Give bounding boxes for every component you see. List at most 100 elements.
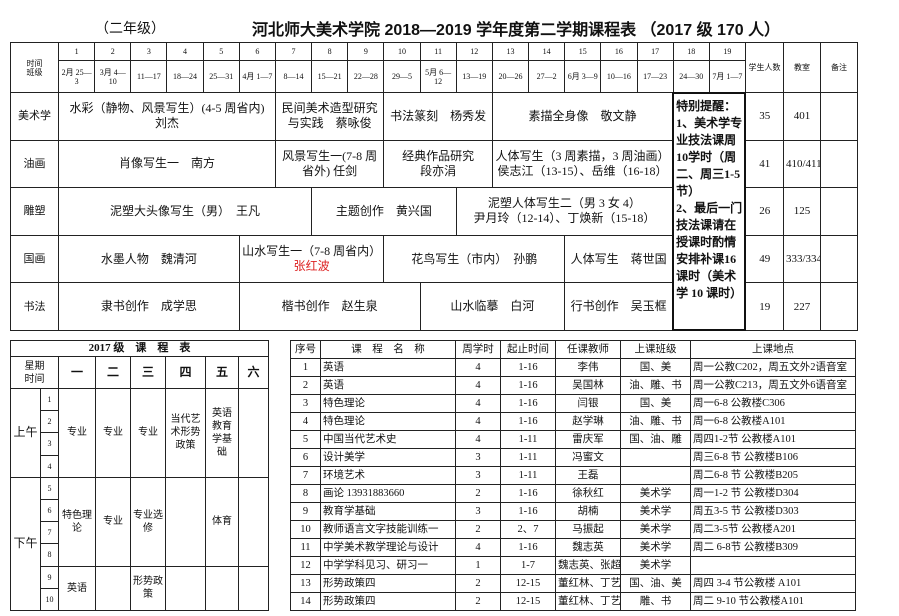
course-cell: 美术学 (620, 538, 691, 557)
course-cell: 周四 3-4 节公教楼 A101 (690, 574, 856, 593)
course-cell: 特色理论 (320, 412, 456, 431)
timetable-cell: 特色理论 (58, 476, 96, 567)
week-number: 12 (455, 42, 493, 61)
corner-cell: 时间 班级 (10, 42, 59, 93)
course-cell: 10 (290, 520, 321, 539)
course-cell: 2 (455, 484, 501, 503)
course-cell: 1-16 (500, 502, 556, 521)
course-cell: 14 (290, 592, 321, 611)
course-cell: 1-11 (500, 466, 556, 485)
course-text: 张红波 (293, 259, 330, 274)
course-cell: 画论 13931883660 (320, 484, 456, 503)
course-text: 刘杰 (154, 116, 179, 131)
remark (819, 139, 858, 189)
week-date: 2月 25—3 (57, 60, 96, 93)
column-header: 上课班级 (620, 340, 691, 359)
week-date: 8—14 (274, 60, 313, 93)
course-list: 序号课 程 名 称周学时 起止时间 任课教师 上课班级 上课地点 1 英语 4 1-16 李伟 国、… (290, 340, 856, 611)
course-text: 主题创作 黄兴国 (335, 203, 432, 218)
course-cell: 1-11 (500, 430, 556, 449)
course-cell: 周四1-2节 公教楼A101 (690, 430, 856, 449)
week-date: 6月 3—9 (564, 60, 602, 93)
course-text: 楷书创作 赵生泉 (281, 299, 378, 314)
class-name: 书法 (10, 282, 59, 331)
week-date: 18—24 (166, 60, 204, 93)
course-cell: 特色理论 (320, 394, 456, 413)
column-header: 上课地点 (690, 340, 856, 359)
period-number: 7 (40, 521, 59, 545)
remark-header: 备注 (819, 42, 858, 93)
course-cell: 美术学 (620, 502, 691, 521)
day-header: 二 (95, 356, 131, 389)
title-row: 2017 级 课 程 表 (10, 340, 269, 357)
timetable-cell: 当代艺术形势政策 (165, 388, 206, 478)
course-cell: 周二3-5节 公教楼A201 (690, 520, 856, 539)
remark (819, 234, 858, 284)
note-text: 2、最后一门技法课请在授课时酌情安排补课16课时（美术学 10 课时） (676, 200, 743, 300)
course-cell: 主题创作 黄兴国 (311, 187, 457, 236)
course-cell: 设计美学 (320, 448, 456, 467)
course-cell: 教育学基础 (320, 502, 456, 521)
week-number: 5 (202, 42, 240, 61)
students: 35 (744, 92, 784, 141)
period-row: 下午 5 特色理论 专业 专业选修 体育 (10, 476, 269, 611)
timetable-cell (205, 565, 239, 611)
course-cell: 12 (290, 556, 321, 575)
course-cell: 英语 (320, 376, 456, 395)
course-cell: 形势政策四 (320, 592, 456, 611)
course-text: 经典作品研究 (402, 148, 475, 163)
column-header: 周学时 (455, 340, 501, 359)
course-row: 6 设计美学 3 1-11 冯蜜文 周三6-8 节 公教楼B106 (290, 448, 856, 467)
timetable-cell (165, 476, 206, 567)
course-row: 8 画论 13931883660 2 1-16 徐秋红 美术学 周一1-2 节 公教楼D30… (290, 484, 856, 503)
course-text: 尹月玲（12-14）、丁焕新（15-18） (473, 211, 656, 226)
course-cell: 赵学琳 (555, 412, 621, 431)
page-title: 河北师大美术学院 2018—2019 学年度第二学期课程表 （2017 级 17… (252, 22, 781, 39)
course-cell: 周二 6-8节 公教楼B309 (690, 538, 856, 557)
timetable-cell: 形势政策 (130, 565, 166, 611)
week-number: 10 (383, 42, 421, 61)
week-date: 15—21 (311, 60, 349, 93)
course-cell: 闫银 (555, 394, 621, 413)
corner-text: 时间 (24, 373, 45, 385)
header-row: 序号课 程 名 称周学时 起止时间 任课教师 上课班级 上课地点 (290, 340, 856, 359)
timetable-cell (238, 388, 269, 478)
students-header: 学生人数 (744, 42, 784, 93)
week-number: 13 (491, 42, 530, 61)
week-number: 16 (600, 42, 638, 61)
course-cell: 4 (290, 412, 321, 431)
course-cell: 魏志英、张超锋 (555, 556, 621, 575)
course-cell: 4 (455, 430, 501, 449)
class-row: 美术学 水彩（静物、风景写生）(4-5 周省内) 刘杰 民间美术造型研究 与实践 蔡咏俊… (10, 91, 858, 332)
corner-text: 班级 (26, 67, 43, 77)
course-text: 水墨人物 魏清河 (100, 251, 197, 266)
course-text: 花鸟写生（市内） 孙鹏 (411, 251, 538, 266)
course-cell: 美术学 (620, 520, 691, 539)
course-cell: 国、油、雕 (620, 430, 691, 449)
timetable-cell (165, 565, 206, 611)
period-number: 1 (40, 387, 59, 412)
course-cell: 9 (290, 502, 321, 521)
course-cell: 肖像写生一 南方 (58, 139, 276, 189)
course-cell: 2 (290, 376, 321, 395)
room: 125 (782, 187, 821, 236)
corner-text: 星期 (24, 360, 45, 372)
course-cell: 人体写生 蒋世国 (564, 234, 674, 284)
course-cell (690, 556, 856, 575)
course-cell: 花鸟写生（市内） 孙鹏 (383, 234, 566, 284)
course-cell: 魏志英 (555, 538, 621, 557)
column-header: 序号 (290, 340, 321, 359)
week-number: 17 (636, 42, 674, 61)
week-date: 3月 4—10 (94, 60, 132, 93)
room: 410/411 (782, 139, 821, 189)
column-header: 起止时间 (500, 340, 556, 359)
course-cell: 8 (290, 484, 321, 503)
course-cell: 7 (290, 466, 321, 485)
course-cell: 11 (290, 538, 321, 557)
course-cell: 中学学科见习、研习一 (320, 556, 456, 575)
period-row: 10 (11, 587, 269, 611)
course-text: 风景写生一(7-8 周 (282, 148, 378, 163)
room: 227 (782, 282, 821, 331)
